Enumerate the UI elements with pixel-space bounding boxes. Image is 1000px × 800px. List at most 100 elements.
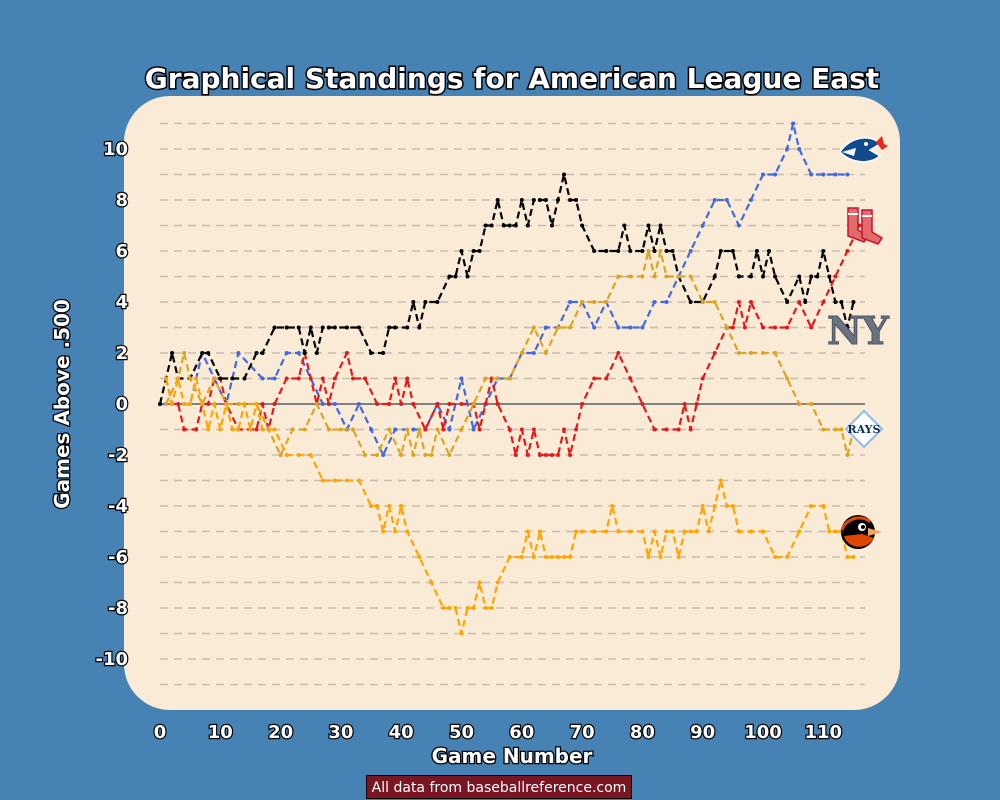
data-point <box>525 223 530 228</box>
data-point <box>387 402 392 406</box>
data-point <box>447 402 452 406</box>
y-tick-label: -10 <box>95 649 128 670</box>
data-point <box>809 172 814 177</box>
data-point <box>182 351 187 355</box>
data-point <box>459 427 464 432</box>
data-point <box>580 223 585 228</box>
data-point <box>718 249 723 253</box>
data-point <box>411 453 416 457</box>
data-point <box>363 376 368 381</box>
data-point <box>441 427 446 432</box>
data-point <box>332 402 337 406</box>
data-point <box>574 529 579 534</box>
data-point <box>748 274 753 279</box>
data-point <box>736 529 741 534</box>
data-point <box>845 249 850 253</box>
data-point <box>543 453 548 457</box>
data-point <box>218 427 223 432</box>
data-point <box>748 351 753 355</box>
data-point <box>646 555 651 559</box>
data-point <box>296 376 301 381</box>
data-point <box>712 198 717 202</box>
x-tick-label: 0 <box>154 722 167 743</box>
data-source-credit: All data from baseballreference.com <box>366 775 632 799</box>
data-point <box>200 351 205 355</box>
data-point <box>393 427 398 432</box>
data-point <box>495 198 500 202</box>
data-point <box>477 249 482 253</box>
data-point <box>326 325 331 330</box>
data-point <box>537 453 542 457</box>
data-point <box>501 223 506 228</box>
data-point <box>652 300 657 304</box>
data-point <box>435 427 440 432</box>
data-point <box>405 325 410 330</box>
data-point <box>761 325 765 330</box>
data-point <box>658 555 663 559</box>
data-point <box>495 376 500 381</box>
data-point <box>610 504 615 508</box>
data-point <box>308 453 313 457</box>
data-point <box>206 402 211 406</box>
data-point <box>206 351 211 355</box>
data-point <box>773 325 778 330</box>
data-point <box>658 223 663 228</box>
data-point <box>302 351 307 355</box>
data-point <box>851 300 856 304</box>
data-point <box>381 529 386 534</box>
data-point <box>332 376 337 381</box>
data-point <box>441 606 446 610</box>
data-point <box>748 198 753 202</box>
data-point <box>182 402 187 406</box>
data-point <box>622 223 627 228</box>
data-point <box>555 555 560 559</box>
data-point <box>423 453 428 457</box>
data-point <box>791 121 796 126</box>
data-point <box>549 453 554 457</box>
data-point <box>730 325 735 330</box>
data-point <box>176 376 181 381</box>
data-point <box>833 300 838 304</box>
data-point <box>555 198 560 202</box>
data-point <box>568 555 573 559</box>
data-point <box>845 555 850 559</box>
data-point <box>170 402 175 406</box>
data-point <box>658 249 663 253</box>
data-point <box>712 351 717 355</box>
data-point <box>555 325 560 330</box>
yankees-logo: NY <box>827 308 891 354</box>
data-point <box>833 172 838 177</box>
data-point <box>513 453 518 457</box>
data-point <box>164 402 169 406</box>
data-point <box>809 274 814 279</box>
data-point <box>236 427 241 432</box>
data-point <box>260 402 265 406</box>
data-point <box>628 376 633 381</box>
data-point <box>640 274 645 279</box>
data-point <box>369 504 374 508</box>
data-point <box>592 325 597 330</box>
data-point <box>670 529 675 534</box>
data-point <box>254 427 259 432</box>
data-point <box>628 325 633 330</box>
data-point <box>592 376 597 381</box>
data-point <box>495 580 500 585</box>
data-point <box>320 402 325 406</box>
data-point <box>242 402 247 406</box>
data-point <box>748 529 753 534</box>
data-point <box>616 529 621 534</box>
data-point <box>338 427 343 432</box>
data-point <box>640 249 645 253</box>
data-point <box>785 376 790 381</box>
x-tick-label: 20 <box>268 722 293 743</box>
data-point <box>423 427 428 432</box>
data-point <box>688 529 693 534</box>
data-point <box>200 402 205 406</box>
data-point <box>314 351 319 355</box>
data-point <box>700 223 705 228</box>
data-point <box>568 300 573 304</box>
data-point <box>604 529 609 534</box>
data-point <box>224 402 229 406</box>
data-point <box>447 606 452 610</box>
data-point <box>574 198 579 202</box>
